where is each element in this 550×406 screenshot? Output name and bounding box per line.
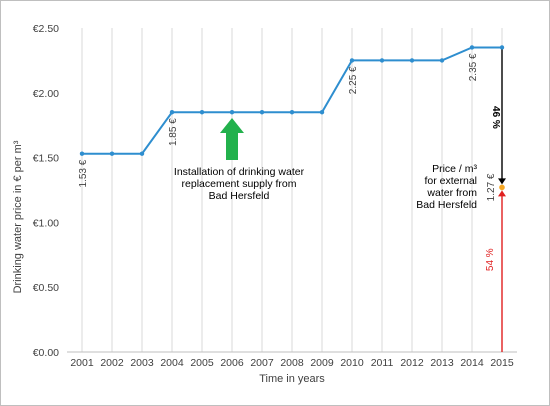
y-tick-label: €0.00	[33, 347, 59, 359]
y-tick-label: €1.50	[33, 153, 59, 165]
point-label: 1.53 €	[78, 159, 89, 187]
x-tick-label: 2008	[280, 357, 304, 369]
data-point	[169, 110, 175, 115]
x-tick-label: 2014	[460, 357, 484, 369]
data-point	[229, 110, 235, 115]
external-price-point	[499, 184, 505, 191]
x-axis-title: Time in years	[259, 373, 325, 385]
point-label: 2.35 €	[468, 53, 479, 81]
y-tick-label: €0.50	[33, 282, 59, 294]
x-tick-label: 2006	[220, 357, 244, 369]
data-point	[289, 110, 295, 115]
data-point	[409, 58, 415, 63]
y-tick-label: €1.00	[33, 217, 59, 229]
pct-top-label: 46 %	[490, 106, 501, 129]
x-tick-label: 2007	[250, 357, 274, 369]
data-point	[379, 58, 385, 63]
data-point	[139, 151, 145, 156]
y-tick-label: €2.50	[33, 23, 59, 35]
x-tick-label: 2001	[70, 357, 94, 369]
data-point	[349, 58, 355, 63]
price-note-line: Price / m³	[432, 163, 477, 175]
x-tick-label: 2013	[430, 357, 454, 369]
x-tick-label: 2004	[160, 357, 184, 369]
x-tick-label: 2002	[100, 357, 124, 369]
data-point	[259, 110, 265, 115]
y-tick-label: €2.00	[33, 88, 59, 100]
point-label: 2.25 €	[348, 66, 359, 94]
y-axis-title: Drinking water price in € per m³	[12, 140, 24, 293]
external-price-label: 1.27 €	[486, 173, 497, 201]
data-point	[79, 151, 85, 156]
x-tick-label: 2011	[371, 357, 394, 369]
difference-arrow-head	[498, 178, 506, 185]
price-note-line: for external	[424, 175, 477, 187]
data-point	[199, 110, 205, 115]
price-note-line: Bad Hersfeld	[416, 199, 477, 211]
x-tick-label: 2003	[130, 357, 154, 369]
installation-note-line: Installation of drinking water	[174, 166, 305, 178]
installation-arrow-icon	[220, 118, 244, 160]
data-point	[469, 45, 475, 50]
x-tick-label: 2009	[310, 357, 334, 369]
data-point	[499, 45, 505, 50]
external-arrow-head	[498, 190, 506, 197]
x-tick-label: 2005	[190, 357, 214, 369]
data-point	[439, 58, 445, 63]
price-note-line: water from	[426, 187, 477, 199]
x-tick-label: 2010	[340, 357, 364, 369]
data-point	[319, 110, 325, 115]
installation-note-line: replacement supply from	[182, 178, 297, 190]
x-tick-label: 2015	[490, 357, 514, 369]
installation-note-line: Bad Hersfeld	[209, 190, 270, 202]
data-point	[109, 151, 115, 156]
point-label: 1.85 €	[168, 118, 179, 146]
pct-bottom-label: 54 %	[485, 248, 496, 271]
x-tick-label: 2012	[400, 357, 424, 369]
